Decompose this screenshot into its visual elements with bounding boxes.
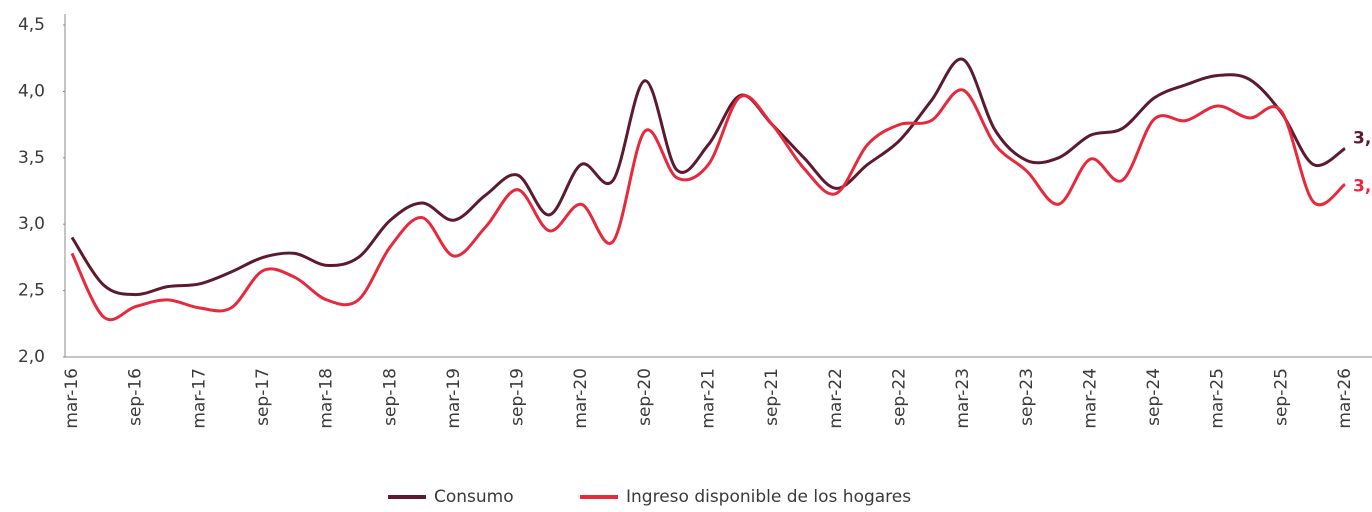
x-tick-label: sep-20 xyxy=(635,368,655,426)
x-tick-label: mar-24 xyxy=(1080,368,1100,429)
x-tick-label: mar-25 xyxy=(1208,368,1228,429)
x-tick-label: sep-24 xyxy=(1144,368,1164,426)
y-tick-label: 2,5 xyxy=(18,281,45,301)
legend-label: Ingreso disponible de los hogares xyxy=(626,487,911,507)
x-tick-label: sep-17 xyxy=(253,368,273,426)
x-tick-label: sep-16 xyxy=(126,368,146,426)
data-label: 3,3 xyxy=(1353,176,1372,196)
y-tick-label: 4,5 xyxy=(18,15,45,35)
data-label: 3,6 xyxy=(1353,129,1372,149)
x-tick-label: mar-20 xyxy=(571,368,591,429)
x-tick-label: sep-25 xyxy=(1271,368,1291,426)
legend-label: Consumo xyxy=(434,487,514,507)
x-tick-label: mar-17 xyxy=(189,368,209,429)
x-tick-label: mar-19 xyxy=(444,368,464,429)
x-tick-label: mar-22 xyxy=(826,368,846,429)
y-tick-label: 3,5 xyxy=(18,148,45,168)
x-tick-label: sep-21 xyxy=(762,368,782,426)
x-tick-label: sep-19 xyxy=(508,368,528,426)
x-tick-label: sep-22 xyxy=(889,368,909,426)
y-tick-label: 4,0 xyxy=(18,81,45,101)
x-tick-label: mar-23 xyxy=(953,368,973,429)
x-tick-label: mar-16 xyxy=(62,368,82,429)
y-tick-label: 2,0 xyxy=(18,347,45,367)
x-tick-label: sep-18 xyxy=(380,368,400,426)
line xyxy=(70,57,1346,297)
x-tick-label: sep-23 xyxy=(1017,368,1037,426)
x-tick-label: mar-21 xyxy=(699,368,719,429)
x-tick-label: mar-18 xyxy=(317,368,337,429)
y-tick-label: 3,0 xyxy=(18,214,45,234)
x-tick-label: mar-26 xyxy=(1335,368,1355,429)
line xyxy=(70,88,1346,322)
